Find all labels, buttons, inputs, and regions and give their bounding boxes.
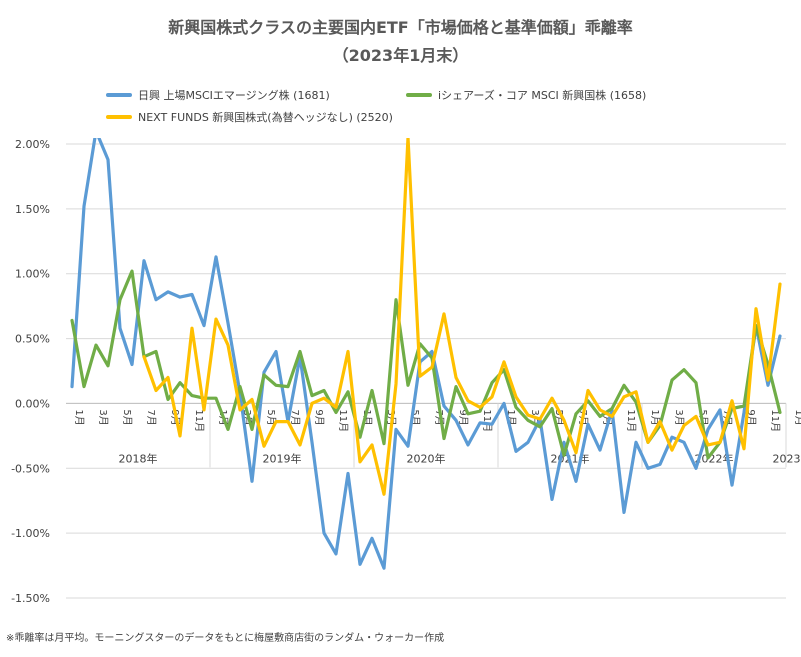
x-month-tick-label: 3月 <box>97 409 109 425</box>
x-month-tick-label: 1月 <box>793 409 801 425</box>
x-month-tick-label: 7月 <box>289 409 301 425</box>
series-line-1 <box>70 269 782 460</box>
x-year-label: 2020年 <box>407 451 446 465</box>
x-year-label: 2018年 <box>119 451 158 465</box>
x-month-tick-label: 11月 <box>481 409 493 432</box>
chart-title: 新興国株式クラスの主要国内ETF「市場価格と基準価額」乖離率 <box>168 18 633 37</box>
footnote: ※乖離率は月平均。モーニングスターのデータをもとに梅屋敷商店街のランダム・ウォー… <box>6 633 445 644</box>
y-tick-label: -0.50% <box>11 462 50 475</box>
x-year-label: 2023年 <box>773 451 801 465</box>
x-month-tick-label: 11月 <box>193 409 205 432</box>
y-tick-label: 0.50% <box>15 333 50 346</box>
x-month-tick-label: 1月 <box>73 409 85 425</box>
x-month-tick-label: 5月 <box>265 409 277 425</box>
legend-item-2520: NEXT FUNDS 新興国株式(為替ヘッジなし) (2520) <box>106 109 393 125</box>
y-tick-label: 2.00% <box>15 138 50 151</box>
series-line-2 <box>142 138 782 496</box>
series-line-0 <box>70 138 782 570</box>
x-month-tick-label: 11月 <box>769 409 781 432</box>
x-month-tick-label: 1月 <box>649 409 661 425</box>
y-tick-label: 0.00% <box>15 397 50 410</box>
y-tick-label: -1.50% <box>11 592 50 605</box>
y-tick-label: 1.50% <box>15 203 50 216</box>
x-month-tick-label: 11月 <box>337 409 349 432</box>
legend-swatch-2520 <box>106 115 132 119</box>
legend-item-1681: 日興 上場MSCIエマージング株 (1681) <box>106 87 330 103</box>
x-year-label: 2022年 <box>695 451 734 465</box>
x-month-tick-label: 9月 <box>457 409 469 425</box>
x-month-tick-label: 5月 <box>121 409 133 425</box>
x-month-tick-label: 3月 <box>673 409 685 425</box>
x-month-tick-label: 7月 <box>145 409 157 425</box>
legend-label-1681: 日興 上場MSCIエマージング株 (1681) <box>138 89 330 102</box>
y-tick-label: -1.00% <box>11 527 50 540</box>
legend-label-1658: iシェアーズ・コア MSCI 新興国株 (1658) <box>438 89 647 102</box>
legend-item-1658: iシェアーズ・コア MSCI 新興国株 (1658) <box>406 87 646 103</box>
legend-swatch-1681 <box>106 93 132 97</box>
y-tick-label: 1.00% <box>15 268 50 281</box>
x-year-label: 2019年 <box>263 451 302 465</box>
legend-swatch-1658 <box>406 93 432 97</box>
chart-subtitle: （2023年1月末） <box>332 46 469 65</box>
x-month-tick-label: 11月 <box>625 409 637 432</box>
x-month-tick-label: 9月 <box>313 409 325 425</box>
legend-label-2520: NEXT FUNDS 新興国株式(為替ヘッジなし) (2520) <box>138 111 393 124</box>
